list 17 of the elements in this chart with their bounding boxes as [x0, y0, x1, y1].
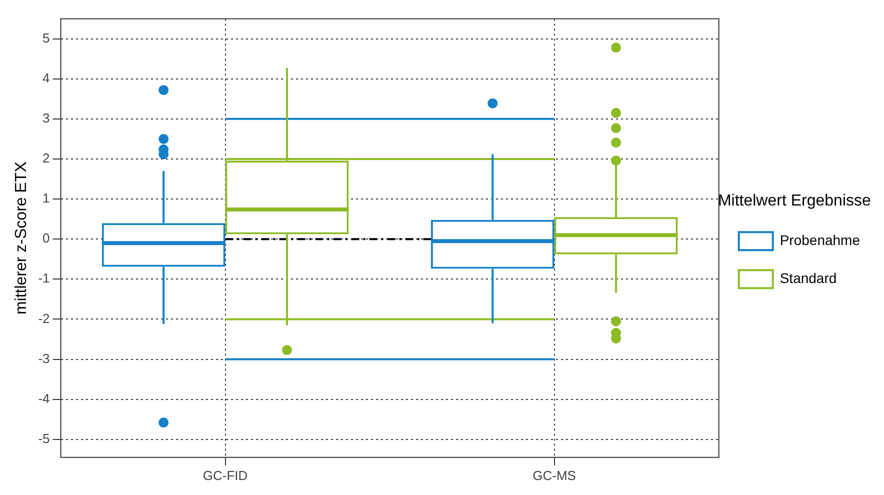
y-tick-label: 5: [42, 30, 50, 46]
legend-title: Mittelwert Ergebnisse: [718, 192, 871, 210]
y-tick-label: -2: [38, 310, 50, 326]
x-tick-label: GC-FID: [202, 468, 248, 483]
y-tick-label: -4: [38, 390, 50, 406]
y-tick-label: 1: [42, 190, 50, 206]
y-tick-label: 4: [42, 70, 50, 86]
y-tick-label: -1: [38, 270, 50, 286]
y-tick-label: -3: [38, 350, 50, 366]
legend-label: Probenahme: [780, 232, 860, 248]
y-axis-title: mittlerer z-Score ETX: [13, 161, 30, 315]
legend-label: Standard: [780, 270, 837, 286]
y-tick-label: 2: [42, 150, 50, 166]
y-tick-label: 3: [42, 110, 50, 126]
y-tick-label: -5: [38, 430, 50, 446]
x-tick-label: GC-MS: [532, 468, 576, 483]
y-tick-label: 0: [42, 230, 50, 246]
